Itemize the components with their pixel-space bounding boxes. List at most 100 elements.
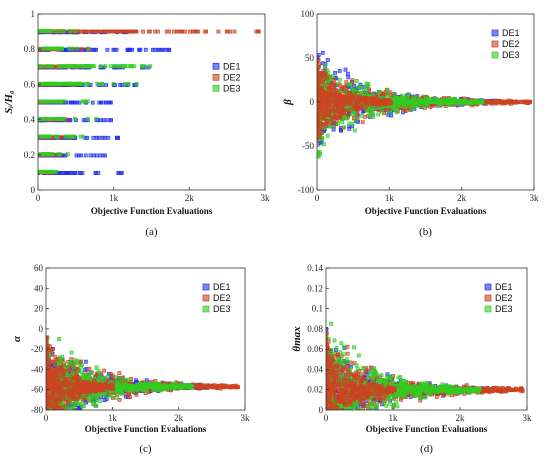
point-de2 (194, 29, 199, 34)
point-de3 (68, 134, 73, 139)
point-de3 (67, 81, 72, 86)
point-de3 (80, 134, 85, 139)
point-de3 (317, 150, 322, 154)
x-tick-label: 2k (185, 193, 195, 203)
legend-swatch-de3 (212, 84, 220, 92)
point-de3 (85, 117, 90, 121)
point-de1 (68, 100, 73, 105)
point-de1 (102, 135, 107, 140)
point-de2 (324, 92, 329, 97)
point-de2 (349, 95, 354, 100)
point-de3 (103, 64, 108, 69)
point-de2 (336, 99, 341, 104)
point-de3 (86, 397, 91, 402)
point-de3 (71, 64, 76, 69)
point-de3 (394, 108, 399, 112)
point-de3 (56, 46, 60, 51)
point-de2 (153, 29, 158, 34)
point-de3 (385, 88, 390, 93)
point-de2 (128, 395, 133, 400)
point-de3 (480, 99, 485, 104)
x-tick-label: 2k (457, 193, 467, 203)
legend-swatch-de1 (212, 62, 220, 70)
legend-label-de2: DE2 (502, 39, 520, 49)
point-de2 (337, 112, 342, 117)
point-de3 (376, 112, 381, 117)
legend-label-de3: DE3 (223, 83, 241, 93)
point-de3 (399, 104, 403, 109)
point-de3 (104, 394, 109, 399)
point-de1 (85, 135, 90, 140)
point-de3 (364, 81, 369, 86)
point-de1 (108, 100, 113, 105)
point-de3 (317, 154, 320, 159)
point-de1 (150, 47, 155, 52)
legend-swatch-de2 (491, 40, 499, 48)
point-de3 (59, 99, 64, 104)
point-de1 (343, 67, 348, 72)
point-de3 (56, 117, 61, 121)
point-de3 (75, 81, 80, 86)
point-de3 (123, 64, 127, 69)
point-de3 (140, 64, 145, 69)
point-de3 (48, 134, 53, 139)
point-de2 (326, 95, 331, 100)
point-de3 (102, 375, 107, 380)
point-de2 (317, 110, 319, 115)
point-de3 (126, 388, 130, 393)
point-de2 (330, 118, 335, 123)
point-de2 (232, 29, 237, 34)
legend-label-de1: DE1 (223, 61, 241, 71)
point-de3 (94, 403, 99, 408)
point-de2 (320, 77, 325, 82)
point-de2 (141, 29, 145, 34)
point-de3 (72, 402, 76, 407)
point-de3 (370, 107, 375, 112)
point-de2 (317, 115, 319, 120)
point-de1 (156, 47, 161, 52)
point-de3 (45, 152, 49, 157)
point-de3 (42, 169, 47, 174)
point-de1 (83, 153, 88, 158)
point-de3 (148, 64, 153, 69)
point-de2 (50, 352, 55, 357)
point-de3 (54, 29, 59, 33)
point-de3 (39, 117, 44, 121)
point-de2 (526, 100, 531, 105)
point-de3 (89, 371, 93, 375)
point-de2 (344, 89, 349, 94)
point-de3 (386, 93, 390, 98)
point-de3 (69, 406, 73, 410)
point-de2 (340, 86, 345, 91)
point-de1 (346, 75, 351, 80)
point-de3 (126, 377, 131, 382)
y-tick-label: 100 (301, 9, 315, 19)
point-de3 (353, 112, 358, 117)
point-de3 (108, 64, 113, 69)
point-de3 (62, 81, 67, 86)
point-de1 (95, 135, 99, 140)
point-de2 (64, 117, 69, 122)
point-de2 (336, 90, 340, 95)
point-de2 (317, 128, 321, 133)
legend-label-de2: DE2 (223, 72, 241, 82)
point-de3 (72, 365, 77, 369)
point-de2 (333, 115, 338, 120)
point-de3 (115, 64, 120, 69)
point-de1 (63, 47, 68, 52)
point-de2 (82, 29, 87, 34)
point-de1 (66, 171, 71, 175)
point-de1 (90, 100, 95, 105)
point-de3 (342, 125, 346, 130)
y-tick-label: -50 (302, 141, 314, 151)
point-de3 (66, 152, 70, 157)
point-de2 (175, 29, 179, 34)
point-de1 (76, 407, 81, 410)
legend-swatch-de3 (491, 51, 499, 59)
legend-swatch-de1 (491, 29, 499, 37)
point-de1 (108, 118, 113, 123)
point-de2 (326, 119, 331, 124)
point-de2 (332, 78, 337, 82)
